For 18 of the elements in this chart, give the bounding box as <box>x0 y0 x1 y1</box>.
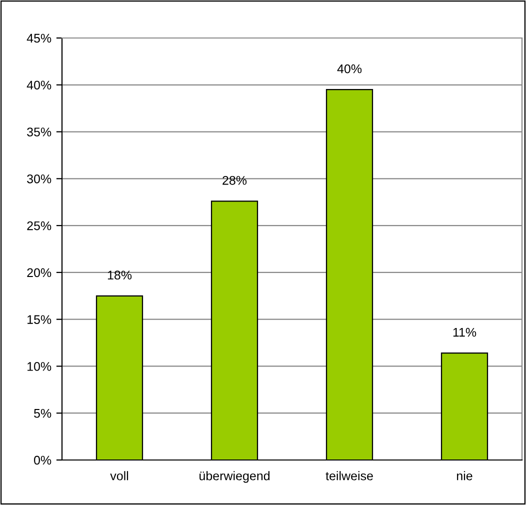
y-tick-label: 35% <box>27 128 52 136</box>
y-tick-label: 0% <box>34 456 52 465</box>
data-label: 11% <box>453 328 476 337</box>
data-label: 28% <box>222 176 247 185</box>
data-label: 40% <box>337 64 362 74</box>
x-tick-label: nie <box>456 471 472 480</box>
x-tick-label: überwiegend <box>200 471 270 483</box>
y-tick-label: 10% <box>28 362 52 371</box>
y-tick-label: 20% <box>27 268 52 278</box>
y-tick-label: 30% <box>27 174 52 184</box>
y-tick-label: 25% <box>27 221 52 230</box>
y-tick-label: 40% <box>26 80 52 90</box>
x-tick-label: voll <box>110 471 128 480</box>
x-tick-label: teilweise <box>326 471 373 480</box>
data-label: 18% <box>108 270 132 280</box>
y-tick-label: 45% <box>26 34 52 43</box>
y-tick-label: 15% <box>28 315 52 324</box>
y-tick-label: 5% <box>34 408 52 418</box>
